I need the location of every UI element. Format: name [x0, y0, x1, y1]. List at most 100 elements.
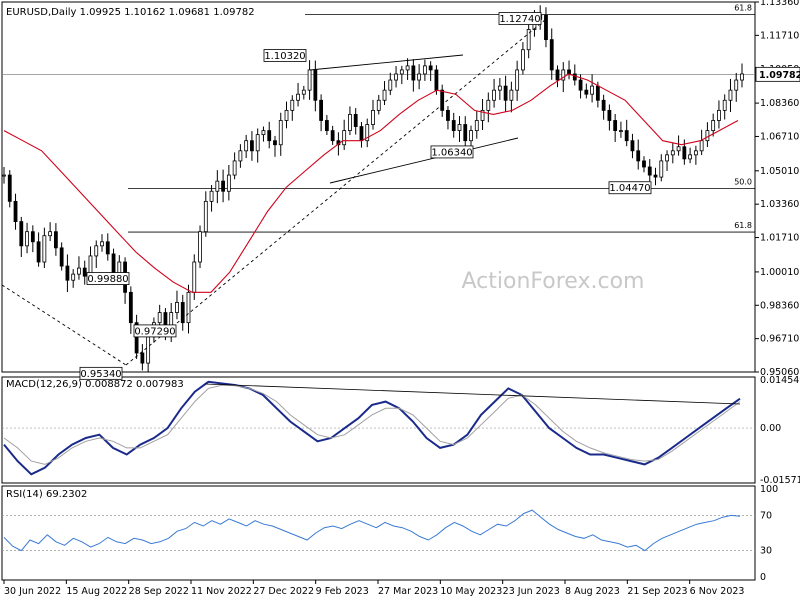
candle-body: [653, 174, 658, 178]
trend-line: [125, 19, 546, 366]
chart-title: EURUSD,Daily 1.09925 1.10162 1.09681 1.0…: [6, 7, 255, 18]
candle-body: [486, 99, 491, 111]
candle-body: [353, 114, 358, 127]
candle-body: [94, 245, 99, 257]
level-label-box: [430, 145, 474, 159]
candle-body: [261, 130, 266, 136]
candle-body: [734, 79, 739, 91]
current-price-label: 1.09782: [759, 70, 800, 81]
candle-body: [492, 89, 496, 101]
level-label-box: [79, 366, 123, 380]
moving-average-line: [3, 73, 739, 293]
rsi-title: RSI(14) 69.2302: [6, 489, 87, 500]
candle-body: [267, 130, 272, 142]
candle-body: [717, 109, 721, 121]
candle-body: [699, 140, 704, 152]
macd-tick-label: 0.014549: [760, 375, 800, 386]
y-tick-label: 1.11710: [760, 30, 799, 41]
candle-body: [676, 146, 681, 152]
candle-body: [71, 273, 76, 281]
level-label-box: [133, 324, 177, 338]
candle-body: [561, 69, 566, 81]
candle-body: [128, 291, 133, 324]
candle-body: [296, 93, 300, 101]
candle-body: [624, 130, 629, 142]
candle-body: [244, 140, 249, 152]
candle-body: [590, 85, 594, 95]
candle-body: [578, 79, 583, 91]
candle-body: [382, 89, 387, 101]
level-label: 1.12740: [499, 14, 540, 25]
fib-label: 61.8: [734, 221, 752, 230]
candle-body: [688, 154, 693, 160]
x-tick-label: 15 Aug 2022: [66, 586, 127, 597]
candle-body: [526, 29, 531, 51]
candle-body: [215, 180, 220, 192]
y-tick-label: 1.06710: [760, 131, 799, 142]
candle-body: [157, 312, 162, 324]
candle-body: [388, 79, 393, 91]
candle-body: [42, 235, 47, 263]
candle-body: [457, 124, 462, 131]
candle-body: [203, 200, 208, 233]
candle-body: [180, 302, 185, 324]
candle-body: [497, 85, 502, 91]
candle-body: [19, 221, 24, 247]
level-label: 0.95340: [80, 369, 121, 380]
candle-body: [544, 14, 548, 41]
candle-body: [209, 190, 214, 202]
candle-body: [665, 154, 669, 162]
candle-body: [25, 231, 29, 247]
candle-body: [134, 322, 139, 354]
candle-body: [146, 336, 151, 364]
macd-tick-label: 0.00: [760, 423, 781, 434]
candle-body: [636, 150, 641, 162]
y-tick-label: 1.08360: [760, 98, 799, 109]
candle-body: [642, 160, 646, 168]
rsi-tick-label: 100: [760, 484, 778, 495]
candle-body: [290, 99, 295, 111]
candle-body: [607, 109, 612, 121]
candle-body: [584, 89, 589, 95]
candle-body: [411, 65, 416, 81]
candle-body: [319, 99, 324, 121]
candles: [2, 5, 744, 373]
candle-body: [521, 49, 525, 71]
trend-line: [1, 284, 127, 366]
x-tick-label: 23 Jun 2023: [503, 586, 560, 597]
candle-body: [728, 89, 733, 101]
candle-body: [365, 124, 370, 142]
candle-body: [255, 134, 260, 152]
level-label-box: [498, 12, 542, 25]
candle-body: [348, 114, 352, 131]
candle-body: [509, 89, 514, 101]
candle-body: [434, 69, 439, 91]
candle-body: [198, 231, 202, 263]
macd-panel: [1, 376, 756, 484]
y-tick-label: 0.98360: [760, 300, 799, 311]
candle-body: [111, 253, 116, 275]
rsi-line: [3, 509, 741, 552]
candle-body: [324, 120, 329, 131]
candle-body: [59, 247, 64, 267]
candle-body: [503, 85, 508, 101]
macd-tick-label: -0.015712: [760, 475, 800, 486]
candle-body: [250, 140, 254, 152]
trend-line: [329, 137, 519, 184]
candle-body: [474, 120, 479, 131]
candle-body: [480, 109, 485, 121]
candle-body: [711, 120, 716, 131]
candle-body: [65, 265, 70, 281]
candle-body: [446, 109, 450, 121]
candle-body: [422, 65, 427, 75]
candle-body: [313, 69, 318, 101]
x-tick-label: 8 Aug 2023: [565, 586, 620, 597]
level-label-box: [263, 49, 307, 62]
candle-body: [601, 99, 606, 111]
x-tick-label: 9 Feb 2023: [316, 586, 369, 597]
x-tick-label: 30 Jun 2022: [4, 586, 61, 597]
candle-body: [613, 120, 618, 131]
rsi-panel: [1, 485, 756, 581]
candle-body: [595, 85, 600, 101]
